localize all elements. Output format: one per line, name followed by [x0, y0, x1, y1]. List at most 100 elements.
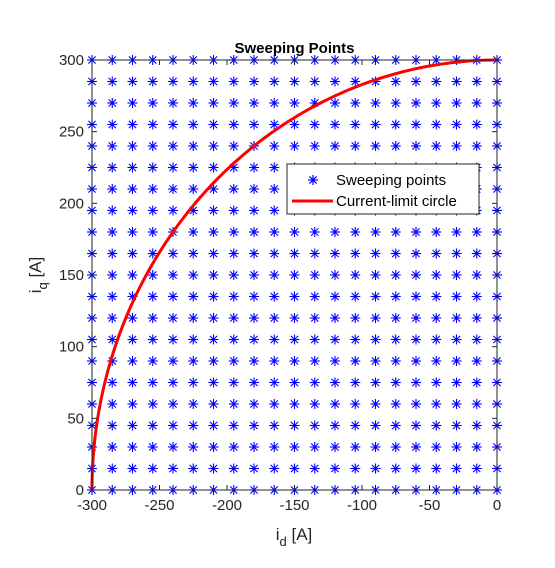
sweeping-point: [350, 291, 361, 302]
sweeping-point: [228, 420, 239, 431]
sweeping-point: [431, 334, 442, 345]
sweeping-point: [107, 141, 118, 151]
sweeping-point: [228, 76, 239, 87]
sweeping-point: [147, 399, 158, 409]
sweeping-point: [147, 162, 158, 173]
sweeping-point: [269, 119, 280, 130]
sweeping-point: [168, 205, 178, 216]
sweeping-point: [289, 377, 300, 388]
sweeping-point: [390, 248, 401, 259]
sweeping-point: [147, 98, 158, 108]
sweeping-point: [147, 248, 158, 259]
sweeping-point: [208, 334, 219, 345]
sweeping-point: [471, 334, 482, 345]
sweeping-point: [289, 248, 300, 259]
sweeping-point: [249, 76, 259, 87]
sweeping-point: [249, 248, 259, 259]
sweeping-point: [168, 141, 178, 151]
sweeping-point: [208, 420, 219, 431]
sweeping-point: [309, 334, 320, 345]
sweeping-point: [370, 98, 381, 108]
sweeping-point: [107, 162, 118, 173]
sweeping-point: [249, 205, 259, 216]
sweeping-point: [168, 377, 178, 388]
sweeping-point: [208, 291, 219, 302]
sweeping-point: [309, 119, 320, 130]
sweeping-point: [471, 248, 482, 259]
sweeping-point: [249, 442, 259, 452]
sweeping-point: [269, 162, 280, 173]
sweeping-point: [370, 356, 381, 366]
sweeping-point: [168, 270, 178, 280]
sweeping-point: [107, 442, 118, 452]
legend: Sweeping points Current-limit circle: [286, 163, 480, 215]
y-tick-label: 150: [59, 267, 84, 284]
sweeping-point: [147, 227, 158, 237]
legend-box: [286, 163, 480, 215]
sweeping-point: [390, 377, 401, 388]
sweeping-point: [228, 141, 239, 151]
sweeping-point: [208, 141, 219, 151]
sweeping-point: [228, 248, 239, 259]
sweeping-point: [431, 76, 442, 87]
sweeping-point: [309, 291, 320, 302]
x-tick-label: -200: [212, 497, 242, 514]
sweeping-point: [188, 248, 199, 259]
sweeping-point: [471, 76, 482, 87]
sweeping-point: [431, 420, 442, 431]
sweeping-point: [168, 399, 178, 409]
sweeping-point: [147, 270, 158, 280]
sweeping-point: [208, 463, 219, 474]
sweeping-point: [127, 334, 138, 345]
sweeping-point: [390, 270, 401, 280]
sweeping-point: [127, 463, 138, 474]
y-axis-label-main: i: [26, 289, 45, 293]
sweeping-point: [309, 377, 320, 388]
sweeping-point: [431, 463, 442, 474]
sweeping-point: [147, 442, 158, 452]
sweeping-point: [350, 442, 361, 452]
sweeping-point: [269, 76, 280, 87]
sweeping-point: [451, 399, 462, 409]
sweeping-point: [208, 248, 219, 259]
sweeping-point: [289, 334, 300, 345]
sweeping-point: [249, 119, 259, 130]
sweeping-point: [330, 270, 340, 280]
sweeping-point: [350, 98, 361, 108]
sweeping-point: [127, 205, 138, 216]
sweeping-point: [370, 227, 381, 237]
sweeping-point: [168, 162, 178, 173]
sweeping-point: [309, 313, 320, 323]
sweeping-point: [208, 205, 219, 216]
sweeping-point: [390, 119, 401, 130]
sweeping-point: [471, 356, 482, 366]
sweeping-point: [188, 119, 199, 130]
sweeping-point: [269, 313, 280, 323]
sweeping-point: [289, 227, 300, 237]
sweeping-point: [249, 313, 259, 323]
sweeping-point: [147, 205, 158, 216]
sweeping-point: [249, 270, 259, 280]
sweeping-point: [350, 141, 361, 151]
sweeping-point: [208, 76, 219, 87]
sweeping-point: [330, 248, 340, 259]
sweeping-point: [411, 313, 421, 323]
sweeping-point: [411, 248, 421, 259]
sweeping-point: [107, 463, 118, 474]
sweeping-point: [249, 334, 259, 345]
sweeping-points-layer: [87, 55, 502, 495]
sweeping-point: [107, 334, 118, 345]
sweeping-point: [309, 420, 320, 431]
y-tick-label: 100: [59, 339, 84, 356]
sweeping-point: [411, 399, 421, 409]
sweeping-point: [451, 420, 462, 431]
sweeping-point: [390, 356, 401, 366]
sweeping-point: [188, 291, 199, 302]
sweeping-point: [249, 420, 259, 431]
y-tick-label: 50: [67, 410, 84, 427]
sweeping-point: [289, 420, 300, 431]
sweeping-point: [208, 162, 219, 173]
sweeping-point: [107, 98, 118, 108]
sweeping-point: [228, 270, 239, 280]
sweeping-point: [188, 162, 199, 173]
